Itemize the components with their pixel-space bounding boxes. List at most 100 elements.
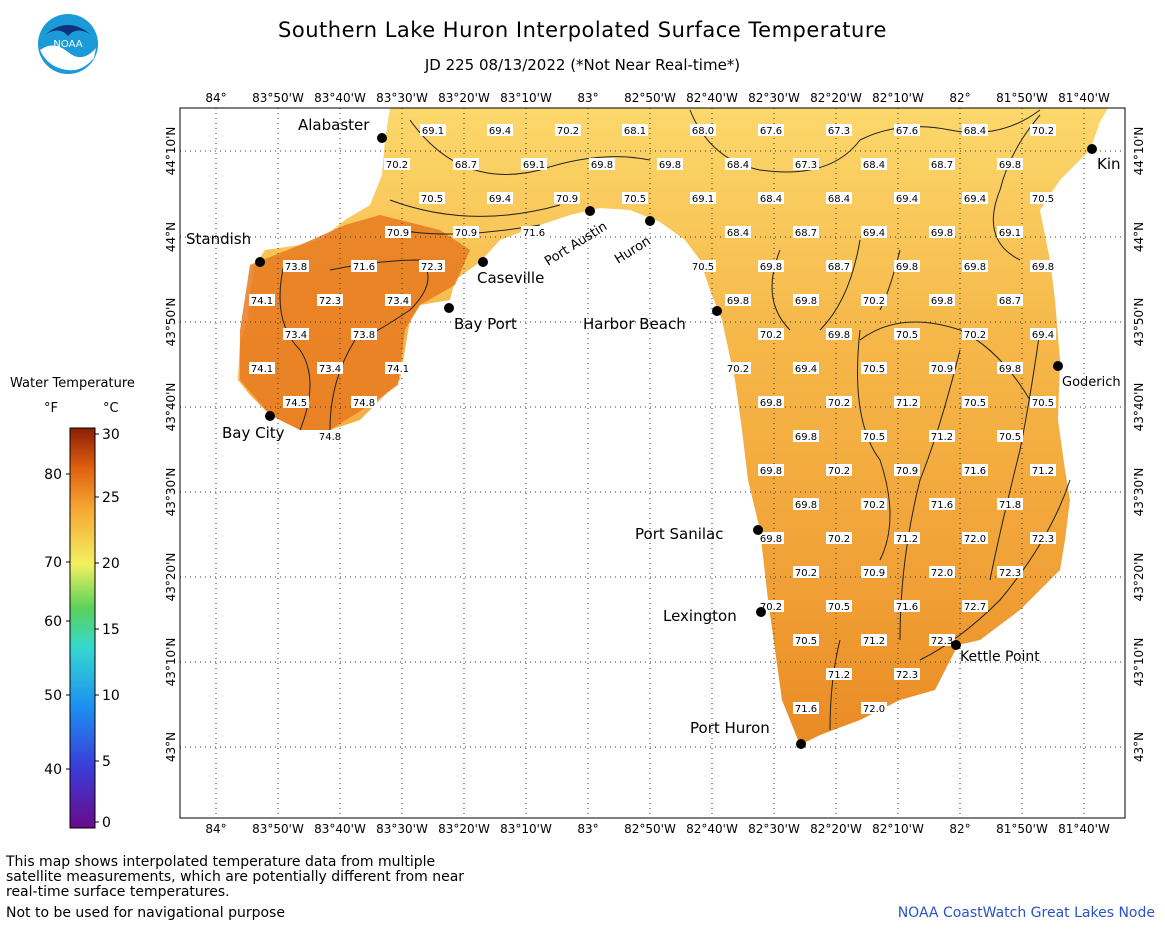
temp-label-bg: [758, 464, 784, 476]
lat-label: 43°50'N: [1132, 298, 1146, 347]
temp-label: 68.7: [828, 262, 850, 273]
temp-label-bg: [351, 328, 377, 340]
legend-f-tick: 60: [44, 614, 62, 630]
lon-label: 83°20'W: [438, 822, 490, 836]
temp-label-bg: [793, 634, 819, 646]
temp-label: 70.9: [896, 466, 918, 477]
temp-label: 73.8: [353, 330, 375, 341]
lat-label: 43°50'N: [164, 298, 178, 347]
disclaimer-text: Not to be used for navigational purpose: [6, 905, 285, 921]
temp-label-bg: [1030, 124, 1056, 136]
legend-f-tick: 70: [44, 555, 62, 571]
temp-label-bg: [1030, 464, 1056, 476]
city-marker-kettle-point: [951, 640, 961, 650]
temp-label: 72.0: [964, 534, 986, 545]
temp-label: 70.2: [760, 330, 782, 341]
temp-label-bg: [690, 260, 716, 272]
temp-label-bg: [589, 158, 615, 170]
temp-label-bg: [826, 464, 852, 476]
city-marker-port-huron: [796, 739, 806, 749]
city-markers: [255, 133, 1097, 749]
lat-label: 44°N: [1132, 222, 1146, 252]
temp-label: 71.2: [863, 636, 885, 647]
city-label-alabaster: Alabaster: [298, 116, 370, 134]
left-lat-labels: 44°10'N 44°N 43°50'N 43°40'N 43°30'N 43°…: [164, 127, 178, 763]
temp-label: 70.2: [964, 330, 986, 341]
temp-label-bg: [521, 226, 547, 238]
temp-label-bg: [622, 192, 648, 204]
temp-label: 69.8: [999, 364, 1021, 375]
lon-label: 83°10'W: [500, 822, 552, 836]
temp-label: 68.7: [795, 228, 817, 239]
lon-label: 83°: [577, 822, 598, 836]
lat-label: 44°N: [164, 222, 178, 252]
legend-c-tick: 5: [102, 754, 111, 770]
temp-label: 70.5: [624, 194, 646, 205]
city-marker-kin: [1087, 144, 1097, 154]
temp-label-bg: [962, 192, 988, 204]
city-label-caseville: Caseville: [477, 269, 544, 287]
city-label-harbor-beach: Harbor Beach: [583, 315, 686, 333]
temp-label-bg: [894, 532, 920, 544]
lat-label: 43°30'N: [1132, 468, 1146, 517]
temp-label-bg: [725, 294, 751, 306]
temp-label: 71.6: [795, 704, 817, 715]
temp-label-bg: [929, 634, 955, 646]
temp-label: 70.5: [863, 432, 885, 443]
temp-label-bg: [894, 600, 920, 612]
credit-text: NOAA CoastWatch Great Lakes Node: [897, 905, 1155, 921]
temp-label: 69.8: [828, 330, 850, 341]
temp-label: 72.7: [964, 602, 986, 613]
city-label-kin: Kin: [1097, 155, 1121, 173]
temp-label: 69.4: [896, 194, 918, 205]
temp-label: 69.8: [795, 296, 817, 307]
temp-label-bg: [894, 192, 920, 204]
legend-f-ticks: 80 70 60 50 40: [44, 467, 62, 778]
temp-label: 69.8: [1032, 262, 1054, 273]
temp-label: 70.5: [828, 602, 850, 613]
temp-label-bg: [725, 226, 751, 238]
temp-label: 72.0: [863, 704, 885, 715]
lat-label: 43°10'N: [164, 638, 178, 687]
lon-label: 82°20'W: [810, 91, 862, 105]
temp-label: 74.8: [319, 432, 341, 443]
temp-label-bg: [894, 396, 920, 408]
temp-label-bg: [997, 498, 1023, 510]
legend-color-scale: [66, 427, 99, 829]
temp-label: 72.3: [319, 296, 341, 307]
lat-label: 43°40'N: [164, 383, 178, 432]
temp-label: 68.0: [692, 126, 714, 137]
temp-label-bg: [997, 226, 1023, 238]
temp-label-bg: [929, 362, 955, 374]
temp-label-bg: [861, 158, 887, 170]
temperature-labels: 69.1 69.4 70.2 68.1 68.0 67.6 67.3 67.6 68.4 70.2…: [249, 124, 1056, 715]
temp-label: 70.9: [863, 568, 885, 579]
city-label-lexington: Lexington: [663, 607, 737, 625]
temp-label: 70.5: [421, 194, 443, 205]
temp-label-bg: [758, 328, 784, 340]
temp-label: 70.2: [863, 296, 885, 307]
temp-label: 71.2: [1032, 466, 1054, 477]
temp-label-bg: [453, 158, 479, 170]
lon-label: 84°: [205, 822, 226, 836]
temp-label-bg: [861, 634, 887, 646]
temp-label-bg: [997, 158, 1023, 170]
city-label-port-huron: Port Huron: [690, 719, 770, 737]
city-label-port-austin: Port Austin: [542, 219, 610, 269]
temp-label-bg: [793, 498, 819, 510]
city-label-bay-city: Bay City: [222, 424, 285, 442]
temp-label: 69.8: [760, 466, 782, 477]
temp-label-bg: [758, 532, 784, 544]
temp-label-bg: [826, 260, 852, 272]
temp-label-bg: [997, 362, 1023, 374]
temp-label-bg: [555, 124, 581, 136]
temp-label-bg: [1030, 260, 1056, 272]
temp-label: 68.7: [931, 160, 953, 171]
temp-label-bg: [554, 192, 580, 204]
temp-label: 73.4: [387, 296, 409, 307]
temp-label: 68.4: [727, 228, 749, 239]
temp-label: 70.5: [999, 432, 1021, 443]
temp-label: 69.4: [489, 126, 511, 137]
city-marker-port-sanilac: [753, 525, 763, 535]
legend-c-tick: 15: [102, 622, 120, 638]
